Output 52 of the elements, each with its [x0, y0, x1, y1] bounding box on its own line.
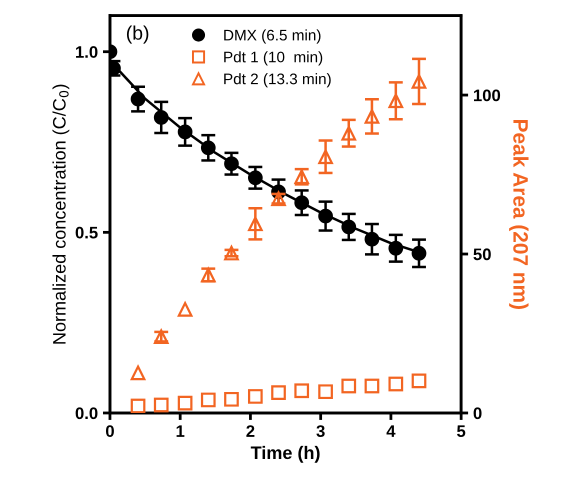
point: [248, 216, 263, 232]
point: [341, 126, 356, 141]
point: [318, 208, 333, 224]
point: [178, 124, 192, 140]
point: [364, 109, 380, 124]
point: [200, 140, 216, 156]
point: [412, 246, 426, 261]
point: [224, 156, 239, 172]
point: [178, 396, 192, 410]
point: [341, 378, 356, 394]
y2-tick-label: 100: [474, 89, 500, 102]
point: [388, 240, 404, 256]
x-tick-label: 0: [106, 425, 114, 438]
point: [130, 398, 146, 413]
point: [341, 220, 356, 234]
point: [178, 302, 192, 317]
point: [154, 398, 169, 412]
annotation: (b): [126, 26, 148, 44]
x-tick-label: 4: [386, 425, 396, 437]
point: [130, 366, 146, 380]
x-tick-label: 1: [176, 425, 184, 437]
point: [412, 374, 426, 388]
y2-tick-label: 0: [474, 407, 482, 420]
legend-label: Pdt 1 (10 min): [224, 51, 322, 66]
y-tick-label: 0.0: [76, 407, 98, 420]
point: [130, 92, 146, 106]
x-tick-label: 5: [457, 425, 466, 438]
point: [248, 170, 263, 186]
point: [388, 93, 404, 108]
legend-label: Pdt 2 (13.3 min): [224, 73, 331, 88]
point: [364, 232, 380, 247]
y-tick-label: 0.5: [76, 226, 98, 239]
point: [388, 376, 404, 392]
point: [412, 74, 426, 89]
x-tick-label: 3: [316, 425, 325, 438]
point: [271, 385, 286, 400]
point: [154, 110, 169, 125]
y2-tick-label: 50: [473, 248, 491, 260]
point: [318, 149, 333, 164]
y2-axis-title: Peak Area (207 nm): [509, 120, 529, 309]
point: [224, 392, 239, 407]
y-tick-label: 1.0: [76, 46, 98, 58]
legend-label: DMX (6.5 min): [224, 29, 320, 44]
point: [200, 392, 216, 408]
point: [294, 195, 310, 210]
point: [294, 383, 310, 398]
point: [318, 384, 333, 400]
point: [248, 389, 263, 404]
y-axis-title: Normalized concentration (C/C$_{0}$): [52, 84, 70, 344]
x-tick-label: 2: [246, 425, 254, 437]
x-axis-title: Time (h): [250, 446, 320, 463]
point: [364, 378, 380, 394]
